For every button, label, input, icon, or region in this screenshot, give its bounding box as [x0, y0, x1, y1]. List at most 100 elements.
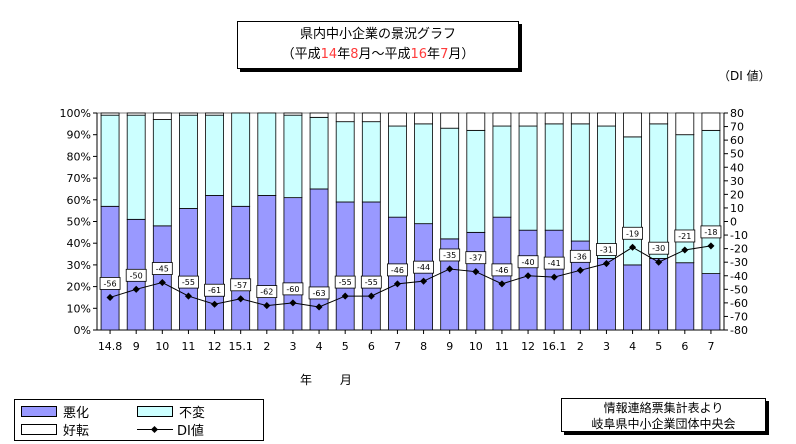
- right-tick-label: -10: [730, 229, 748, 242]
- x-tick-label: 5: [655, 340, 662, 353]
- bar-better: [205, 112, 224, 116]
- di-data-label: -40: [522, 258, 535, 267]
- bar-unchanged: [597, 125, 616, 259]
- di-data-label: -57: [234, 281, 247, 290]
- right-tick-label: -40: [730, 270, 748, 283]
- di-label-box: [308, 286, 330, 300]
- di-point: [446, 265, 454, 273]
- di-data-label: -37: [469, 254, 482, 263]
- di-label-box: [648, 241, 670, 255]
- di-point: [524, 272, 532, 280]
- di-label-box: [517, 255, 539, 269]
- di-point: [237, 295, 245, 303]
- legend-item-di: DI値: [137, 420, 204, 439]
- x-tick-label: 12: [521, 340, 535, 353]
- bar-unchanged: [205, 114, 224, 196]
- bar-unchanged: [361, 121, 381, 203]
- bar-worse: [518, 229, 538, 331]
- di-label-box: [387, 263, 408, 277]
- legend-item-unchanged: 不変: [137, 402, 205, 421]
- left-tick-label: 90%: [67, 129, 91, 142]
- right-tick-label: -70: [730, 310, 748, 323]
- di-point: [132, 285, 140, 293]
- title-month-start: 8: [350, 47, 359, 62]
- bar-unchanged: [126, 114, 146, 220]
- legend-swatch-unchanged: [137, 405, 173, 417]
- bar-unchanged: [100, 114, 120, 207]
- x-tick-label: 12: [208, 340, 222, 353]
- di-data-label: -50: [130, 271, 143, 280]
- x-tick-label: 4: [629, 340, 636, 353]
- chart-title-line2: （平成14年8月～平成16年7月）: [238, 45, 518, 65]
- di-data-label: -62: [260, 288, 273, 297]
- di-label-box: [99, 277, 121, 290]
- left-tick-label: 40%: [67, 237, 91, 250]
- bar-unchanged: [466, 129, 486, 233]
- di-point: [655, 258, 663, 266]
- di-point: [158, 278, 166, 287]
- di-data-label: -31: [600, 246, 613, 255]
- right-tick-label: -60: [730, 297, 748, 310]
- right-axis-unit: （DI 値）: [718, 69, 771, 83]
- bar-worse: [335, 201, 355, 331]
- title-month-end: 7: [440, 47, 449, 62]
- di-label-box: [622, 226, 643, 240]
- left-tick-label: 100%: [60, 107, 91, 120]
- di-label-box: [178, 275, 199, 289]
- bar-worse: [623, 264, 642, 331]
- legend-item-better: 好転: [21, 420, 89, 439]
- di-label-box: [413, 260, 434, 274]
- x-tick-label: 3: [603, 340, 610, 353]
- x-axis-title: 年 月: [300, 373, 364, 387]
- legend-swatch-worse: [21, 405, 57, 417]
- bar-unchanged: [701, 129, 721, 274]
- source-note: 情報連絡票集計表より 岐阜県中小企業団体中央会: [561, 398, 766, 432]
- bar-better: [309, 112, 329, 118]
- x-tick-label: 9: [446, 340, 453, 353]
- bar-better: [335, 112, 355, 123]
- left-tick-label: 80%: [67, 150, 91, 163]
- title-year-start: 14: [320, 47, 338, 62]
- x-tick-label: 15.1: [228, 340, 253, 353]
- legend-line-di: [137, 425, 173, 434]
- legend: 悪化 不変 好転 DI値: [14, 399, 264, 441]
- bar-worse: [675, 262, 695, 331]
- di-label-box: [282, 282, 304, 296]
- bar-better: [492, 112, 512, 127]
- di-point: [263, 302, 271, 310]
- bar-better: [544, 112, 564, 125]
- di-data-label: -30: [652, 244, 665, 253]
- left-tick-label: 10%: [67, 302, 91, 315]
- bar-better: [466, 112, 486, 131]
- bar-worse: [152, 225, 172, 331]
- chart-title-line1: 県内中小企業の景況グラフ: [299, 27, 456, 42]
- bar-unchanged: [179, 114, 198, 209]
- x-tick-label: 8: [420, 340, 427, 353]
- bar-worse: [466, 231, 486, 331]
- bar-better: [179, 112, 198, 116]
- plot-area: 0%10%20%30%40%50%60%70%80%90%100% 8070605…: [60, 107, 748, 353]
- right-tick-label: 0: [730, 216, 737, 229]
- di-point: [289, 299, 297, 307]
- di-data-label: -46: [495, 266, 508, 275]
- di-label-box: [230, 278, 252, 292]
- di-data-label: -55: [339, 278, 352, 287]
- di-data-label: -46: [391, 266, 404, 275]
- right-tick-label: -20: [730, 243, 748, 256]
- x-tick-label: 10: [469, 340, 483, 353]
- bar-better: [440, 112, 460, 129]
- di-point: [472, 268, 480, 276]
- bar-worse: [100, 205, 120, 331]
- di-point: [367, 292, 375, 300]
- bar-better: [675, 112, 695, 136]
- di-point: [550, 273, 558, 281]
- legend-label-worse: 悪化: [63, 405, 90, 421]
- x-tick-label: 10: [155, 340, 169, 353]
- bar-worse: [597, 257, 616, 331]
- x-tick-label: 3: [289, 340, 296, 353]
- bar-unchanged: [675, 134, 695, 264]
- bar-worse: [179, 208, 198, 331]
- source-line1: 情報連絡票集計表より: [603, 401, 724, 415]
- di-data-label: -18: [704, 228, 717, 237]
